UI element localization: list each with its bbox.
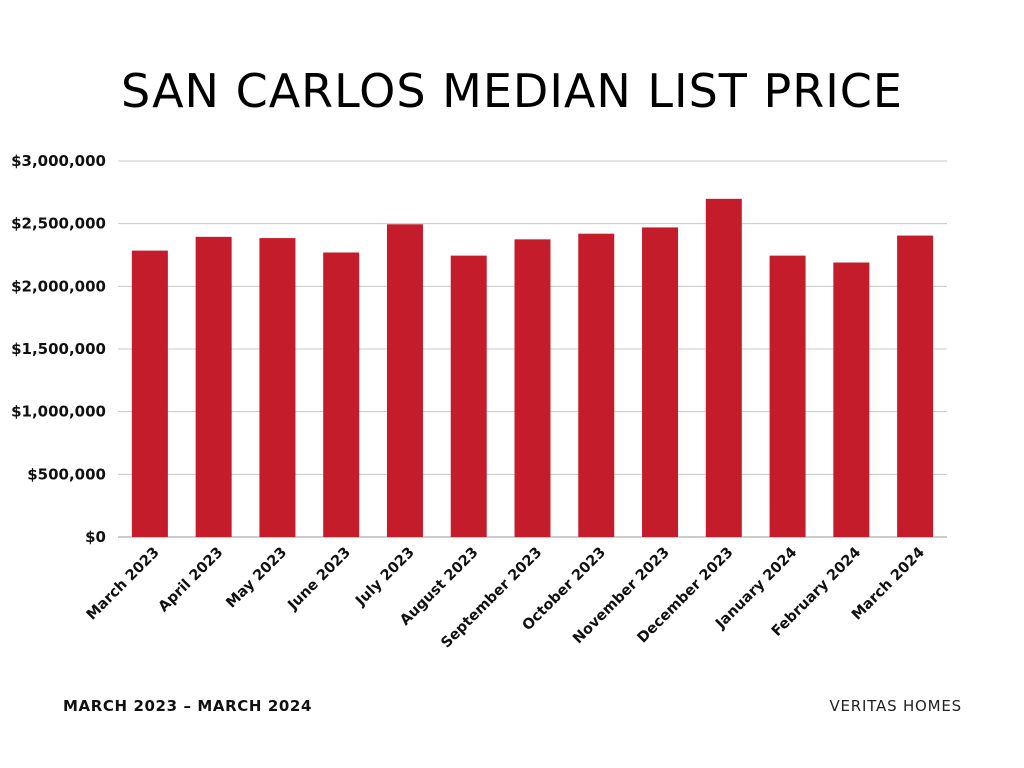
- chart-title: SAN CARLOS MEDIAN LIST PRICE: [121, 64, 903, 118]
- y-tick-label: $1,500,000: [11, 340, 106, 358]
- bar-chart: $0 $500,000 $1,000,000 $1,500,000 $2,000,000…: [11, 152, 947, 652]
- bar: [259, 238, 296, 537]
- x-tick-label: March 2023: [84, 545, 163, 624]
- bar: [769, 255, 806, 538]
- y-tick-label: $3,000,000: [11, 152, 106, 170]
- bar: [578, 233, 615, 537]
- bar: [450, 255, 487, 538]
- brand-label: VERITAS HOMES: [829, 697, 962, 715]
- x-tick-label: July 2023: [352, 545, 417, 610]
- bar: [514, 239, 551, 538]
- bar: [131, 250, 168, 537]
- x-tick-label: May 2023: [223, 545, 290, 612]
- y-tick-label: $2,500,000: [11, 215, 106, 233]
- y-tick-label: $0: [85, 528, 106, 546]
- x-tick-label: June 2023: [285, 545, 354, 614]
- date-range-label: MARCH 2023 – MARCH 2024: [63, 697, 312, 715]
- bar: [386, 224, 423, 537]
- bar: [897, 235, 934, 537]
- bar: [195, 236, 232, 537]
- y-tick-label: $2,000,000: [11, 277, 106, 295]
- bar: [833, 262, 870, 537]
- x-tick-label: April 2023: [156, 545, 227, 616]
- y-tick-label: $500,000: [27, 465, 106, 483]
- bar: [642, 227, 679, 537]
- bar: [705, 198, 742, 538]
- bar: [323, 252, 360, 537]
- y-tick-label: $1,000,000: [11, 403, 106, 421]
